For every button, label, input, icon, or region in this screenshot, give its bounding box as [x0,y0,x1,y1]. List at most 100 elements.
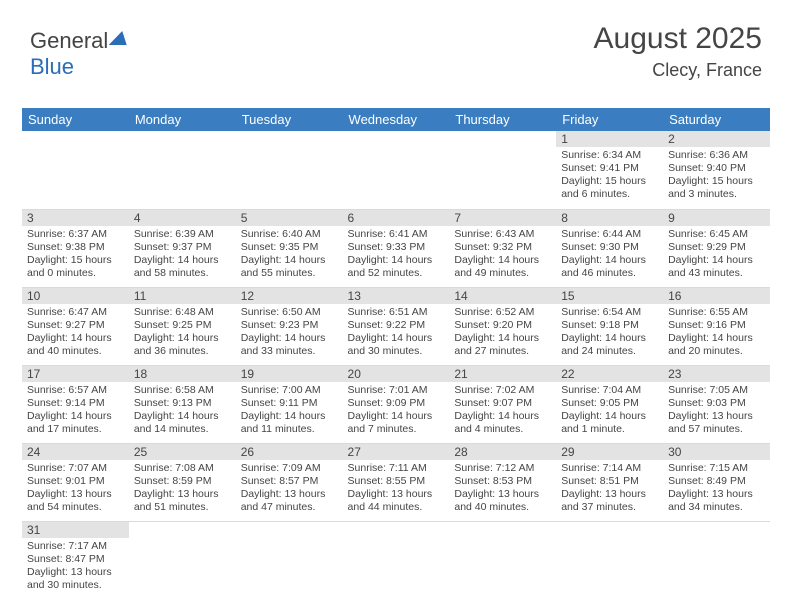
day-number: 19 [236,366,343,382]
day-cell: 26Sunrise: 7:09 AMSunset: 8:57 PMDayligh… [236,443,343,521]
day-details: Sunrise: 6:54 AMSunset: 9:18 PMDaylight:… [556,304,663,360]
weekday-header: Monday [129,108,236,131]
day-number: 30 [663,444,770,460]
calendar-table: Sunday Monday Tuesday Wednesday Thursday… [22,108,770,599]
day-number: 15 [556,288,663,304]
day-cell: 21Sunrise: 7:02 AMSunset: 9:07 PMDayligh… [449,365,556,443]
day-details: Sunrise: 6:44 AMSunset: 9:30 PMDaylight:… [556,226,663,282]
day-details: Sunrise: 6:50 AMSunset: 9:23 PMDaylight:… [236,304,343,360]
day-number: 7 [449,210,556,226]
weekday-header: Sunday [22,108,129,131]
day-cell: 15Sunrise: 6:54 AMSunset: 9:18 PMDayligh… [556,287,663,365]
logo: General Blue [30,28,128,80]
day-cell: 7Sunrise: 6:43 AMSunset: 9:32 PMDaylight… [449,209,556,287]
day-details: Sunrise: 7:11 AMSunset: 8:55 PMDaylight:… [343,460,450,516]
day-cell: 13Sunrise: 6:51 AMSunset: 9:22 PMDayligh… [343,287,450,365]
day-number: 26 [236,444,343,460]
empty-cell [236,521,343,599]
weekday-header: Friday [556,108,663,131]
day-number: 20 [343,366,450,382]
day-cell: 4Sunrise: 6:39 AMSunset: 9:37 PMDaylight… [129,209,236,287]
day-cell: 10Sunrise: 6:47 AMSunset: 9:27 PMDayligh… [22,287,129,365]
day-number: 11 [129,288,236,304]
empty-cell [449,521,556,599]
day-cell: 24Sunrise: 7:07 AMSunset: 9:01 PMDayligh… [22,443,129,521]
day-details: Sunrise: 6:43 AMSunset: 9:32 PMDaylight:… [449,226,556,282]
day-cell: 3Sunrise: 6:37 AMSunset: 9:38 PMDaylight… [22,209,129,287]
day-details: Sunrise: 6:34 AMSunset: 9:41 PMDaylight:… [556,147,663,203]
weekday-header: Saturday [663,108,770,131]
calendar-row: 31Sunrise: 7:17 AMSunset: 8:47 PMDayligh… [22,521,770,599]
day-number: 25 [129,444,236,460]
location-label: Clecy, France [594,60,762,81]
day-cell: 30Sunrise: 7:15 AMSunset: 8:49 PMDayligh… [663,443,770,521]
day-details: Sunrise: 7:09 AMSunset: 8:57 PMDaylight:… [236,460,343,516]
logo-general: General [30,28,108,53]
day-cell: 12Sunrise: 6:50 AMSunset: 9:23 PMDayligh… [236,287,343,365]
weekday-header-row: Sunday Monday Tuesday Wednesday Thursday… [22,108,770,131]
day-cell: 8Sunrise: 6:44 AMSunset: 9:30 PMDaylight… [556,209,663,287]
weekday-header: Tuesday [236,108,343,131]
day-details: Sunrise: 6:57 AMSunset: 9:14 PMDaylight:… [22,382,129,438]
logo-blue: Blue [30,54,74,79]
day-details: Sunrise: 7:01 AMSunset: 9:09 PMDaylight:… [343,382,450,438]
day-cell: 1Sunrise: 6:34 AMSunset: 9:41 PMDaylight… [556,131,663,209]
day-number: 12 [236,288,343,304]
day-cell: 20Sunrise: 7:01 AMSunset: 9:09 PMDayligh… [343,365,450,443]
day-details: Sunrise: 6:39 AMSunset: 9:37 PMDaylight:… [129,226,236,282]
empty-cell [129,521,236,599]
day-cell: 14Sunrise: 6:52 AMSunset: 9:20 PMDayligh… [449,287,556,365]
day-cell: 28Sunrise: 7:12 AMSunset: 8:53 PMDayligh… [449,443,556,521]
day-cell: 25Sunrise: 7:08 AMSunset: 8:59 PMDayligh… [129,443,236,521]
day-number: 8 [556,210,663,226]
weekday-header: Thursday [449,108,556,131]
day-details: Sunrise: 6:52 AMSunset: 9:20 PMDaylight:… [449,304,556,360]
month-year-title: August 2025 [594,22,762,56]
day-number: 18 [129,366,236,382]
day-cell: 31Sunrise: 7:17 AMSunset: 8:47 PMDayligh… [22,521,129,599]
day-details: Sunrise: 6:40 AMSunset: 9:35 PMDaylight:… [236,226,343,282]
calendar-row: 24Sunrise: 7:07 AMSunset: 9:01 PMDayligh… [22,443,770,521]
empty-cell [343,521,450,599]
day-number: 28 [449,444,556,460]
day-details: Sunrise: 7:08 AMSunset: 8:59 PMDaylight:… [129,460,236,516]
day-number: 27 [343,444,450,460]
day-number: 2 [663,131,770,147]
day-details: Sunrise: 6:37 AMSunset: 9:38 PMDaylight:… [22,226,129,282]
weekday-header: Wednesday [343,108,450,131]
day-cell: 9Sunrise: 6:45 AMSunset: 9:29 PMDaylight… [663,209,770,287]
day-number: 24 [22,444,129,460]
day-number: 3 [22,210,129,226]
day-details: Sunrise: 7:12 AMSunset: 8:53 PMDaylight:… [449,460,556,516]
day-cell: 6Sunrise: 6:41 AMSunset: 9:33 PMDaylight… [343,209,450,287]
day-cell: 11Sunrise: 6:48 AMSunset: 9:25 PMDayligh… [129,287,236,365]
logo-triangle-icon [109,31,132,45]
empty-cell [236,131,343,209]
logo-text: General Blue [30,28,128,80]
day-cell: 16Sunrise: 6:55 AMSunset: 9:16 PMDayligh… [663,287,770,365]
empty-cell [343,131,450,209]
day-cell: 18Sunrise: 6:58 AMSunset: 9:13 PMDayligh… [129,365,236,443]
empty-cell [22,131,129,209]
empty-cell [129,131,236,209]
day-number: 17 [22,366,129,382]
day-details: Sunrise: 6:48 AMSunset: 9:25 PMDaylight:… [129,304,236,360]
day-number: 10 [22,288,129,304]
day-details: Sunrise: 6:45 AMSunset: 9:29 PMDaylight:… [663,226,770,282]
day-number: 13 [343,288,450,304]
day-cell: 27Sunrise: 7:11 AMSunset: 8:55 PMDayligh… [343,443,450,521]
day-details: Sunrise: 6:51 AMSunset: 9:22 PMDaylight:… [343,304,450,360]
day-number: 21 [449,366,556,382]
day-number: 22 [556,366,663,382]
calendar-row: 10Sunrise: 6:47 AMSunset: 9:27 PMDayligh… [22,287,770,365]
day-cell: 2Sunrise: 6:36 AMSunset: 9:40 PMDaylight… [663,131,770,209]
day-details: Sunrise: 6:47 AMSunset: 9:27 PMDaylight:… [22,304,129,360]
day-cell: 19Sunrise: 7:00 AMSunset: 9:11 PMDayligh… [236,365,343,443]
calendar-row: 3Sunrise: 6:37 AMSunset: 9:38 PMDaylight… [22,209,770,287]
day-details: Sunrise: 6:58 AMSunset: 9:13 PMDaylight:… [129,382,236,438]
day-number: 6 [343,210,450,226]
day-cell: 22Sunrise: 7:04 AMSunset: 9:05 PMDayligh… [556,365,663,443]
empty-cell [663,521,770,599]
day-number: 9 [663,210,770,226]
day-details: Sunrise: 7:14 AMSunset: 8:51 PMDaylight:… [556,460,663,516]
